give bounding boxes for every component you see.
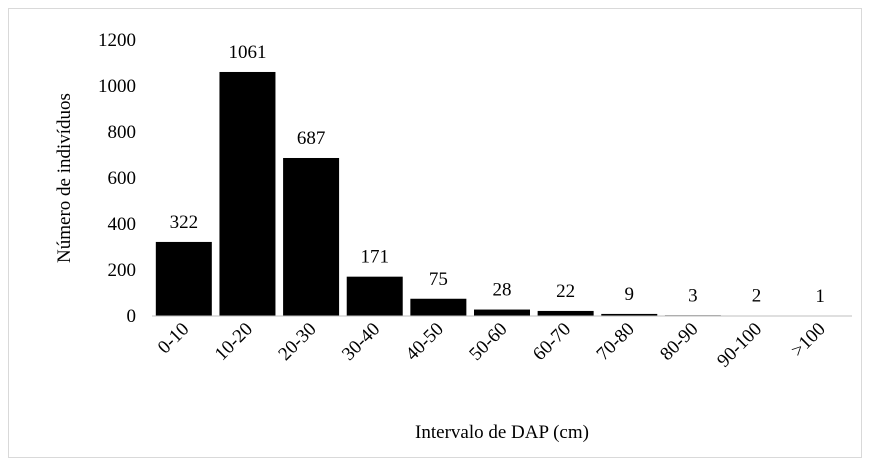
y-tick-label: 1200 (98, 30, 136, 51)
data-label: 28 (493, 280, 512, 301)
data-label: 687 (297, 128, 326, 149)
y-tick-label: 200 (108, 260, 137, 281)
y-axis-title: Número de indivíduos (54, 93, 75, 263)
bar (156, 242, 212, 316)
x-axis-title: Intervalo de DAP (cm) (415, 422, 589, 443)
data-label: 75 (429, 269, 448, 290)
data-label: 1061 (228, 42, 266, 63)
y-tick-label: 1000 (98, 76, 136, 97)
y-tick-label: 600 (108, 168, 137, 189)
data-label: 2 (752, 286, 762, 307)
data-label: 1 (815, 286, 825, 307)
data-label: 9 (625, 284, 635, 305)
y-tick-label: 400 (108, 214, 137, 235)
data-label: 171 (360, 247, 389, 268)
data-label: 22 (556, 281, 575, 302)
data-label: 3 (688, 285, 698, 306)
bar (410, 299, 466, 316)
bar (283, 158, 339, 316)
bar (347, 277, 403, 316)
bar (538, 311, 594, 316)
chart-border (9, 9, 862, 458)
bar (474, 310, 530, 316)
y-tick-label: 0 (127, 306, 137, 327)
y-tick-label: 800 (108, 122, 137, 143)
data-label: 322 (170, 212, 199, 233)
bar (219, 72, 275, 316)
